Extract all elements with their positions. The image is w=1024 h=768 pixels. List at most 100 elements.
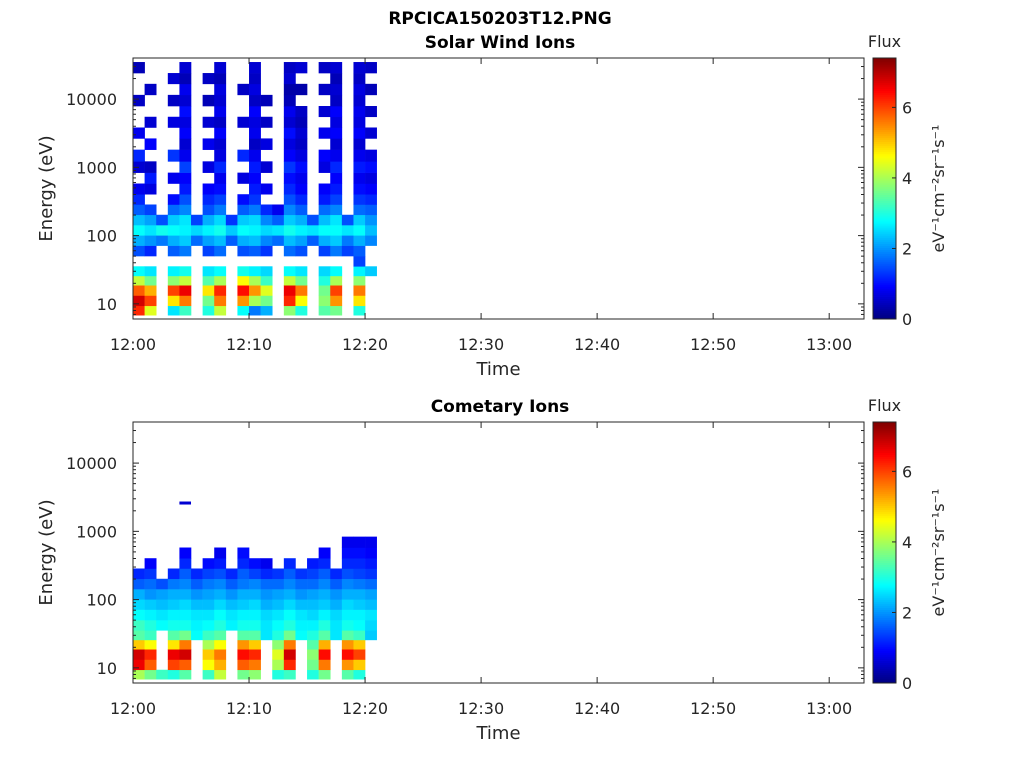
x-tick-label: 12:20 (342, 335, 388, 354)
spectrogram-cell (214, 599, 227, 610)
spectrogram-cell (283, 266, 296, 277)
spectrogram-cell (214, 266, 227, 277)
spectrogram-cell (167, 149, 180, 162)
spectrogram-cell (214, 225, 227, 236)
colorbar-swatch (873, 442, 896, 445)
spectrogram-cell (167, 225, 180, 236)
spectrogram-cell (353, 106, 366, 118)
spectrogram-cell (330, 73, 343, 85)
spectrogram-cell (341, 669, 354, 680)
colorbar-swatch (873, 208, 896, 212)
colorbar-swatch (873, 229, 896, 232)
spectrogram-cell (179, 149, 192, 162)
spectrogram-cell (144, 285, 157, 296)
spectrogram-cell (318, 630, 331, 641)
colorbar-swatch (873, 298, 896, 302)
spectrogram-cell (249, 94, 261, 107)
spectrogram (133, 62, 377, 316)
colorbar-swatch (873, 202, 896, 206)
colorbar-swatch (873, 302, 896, 306)
colorbar-frame (872, 421, 897, 684)
spectrogram-cell (167, 73, 180, 85)
spectrogram-cell (318, 225, 331, 236)
colorbar-swatch (873, 530, 896, 533)
spectrogram-cell (237, 630, 250, 641)
spectrogram-cell (214, 669, 227, 680)
spectrogram-cell (214, 305, 227, 316)
spectrogram-cell (283, 73, 296, 85)
spectrogram-cell (295, 204, 308, 216)
spectrogram-cell (341, 558, 354, 569)
spectrogram-cell (283, 568, 296, 580)
spectrogram-cell (330, 235, 343, 246)
spectrogram-cell (353, 214, 366, 226)
spectrogram-cell (341, 639, 354, 650)
spectrogram-cell (179, 501, 192, 505)
x-tick-label: 12:40 (574, 335, 620, 354)
spectrogram-cell (318, 245, 331, 257)
colorbar-swatch (873, 674, 896, 678)
colorbar-swatch (873, 186, 896, 189)
colorbar-swatch (873, 656, 896, 659)
spectrogram-cell (214, 161, 227, 173)
spectrogram-cell (365, 106, 377, 118)
spectrogram-cell (318, 275, 331, 286)
spectrogram-cell (133, 214, 145, 226)
spectrogram-cell (191, 225, 203, 236)
y-tick-label: 10 (97, 295, 117, 314)
colorbar-swatch (873, 546, 896, 549)
spectrogram-cell (353, 536, 366, 548)
colorbar-swatch (873, 149, 896, 153)
colorbar-swatch (873, 180, 896, 183)
colorbar-swatch (873, 617, 896, 621)
spectrogram-cell (202, 669, 215, 680)
colorbar-swatch (873, 161, 896, 165)
spectrogram-cell (295, 245, 308, 257)
spectrogram-cell (191, 609, 203, 621)
spectrogram-cell (202, 630, 215, 641)
spectrogram-cell (179, 285, 192, 296)
spectrogram-cell (144, 659, 157, 671)
colorbar-swatch (873, 550, 896, 553)
colorbar-swatch (873, 664, 896, 668)
spectrogram-cell (237, 547, 250, 559)
spectrogram-cell (191, 568, 203, 580)
spectrogram-cell (272, 204, 285, 216)
spectrogram-cell (214, 285, 227, 296)
spectrogram-cell (272, 609, 285, 621)
colorbar-swatch (873, 66, 896, 69)
spectrogram-cell (144, 568, 157, 580)
spectrogram-cell (307, 225, 319, 236)
colorbar-tick-label: 6 (902, 98, 912, 117)
spectrogram-cell (144, 183, 157, 195)
spectrogram-cell (144, 599, 157, 610)
spectrogram-cell (179, 578, 192, 590)
colorbar-swatch (873, 422, 896, 425)
spectrogram-cell (272, 568, 285, 580)
y-tick-label: 100 (86, 591, 117, 610)
colorbar-swatch (873, 670, 896, 674)
colorbar-swatch (873, 190, 896, 193)
spectrogram-cell (202, 214, 215, 226)
spectrogram-cell (307, 578, 319, 590)
spectrogram-cell (249, 599, 261, 610)
colorbar-swatch (873, 548, 896, 551)
spectrogram-cell (144, 116, 157, 128)
spectrogram-cell (133, 127, 145, 139)
spectrogram-cell (295, 62, 308, 74)
colorbar-swatch (873, 278, 896, 281)
spectrogram-cell (156, 599, 169, 610)
spectrogram-cell (283, 62, 296, 74)
spectrogram-cell (133, 62, 145, 74)
spectrogram-cell (283, 630, 296, 641)
colorbar-swatch (873, 446, 896, 449)
x-tick-label: 13:00 (806, 699, 852, 718)
spectrogram-cell (225, 589, 238, 600)
spectrogram-cell (318, 194, 331, 205)
spectrogram-cell (272, 589, 285, 600)
x-tick-label: 12:10 (226, 335, 272, 354)
spectrogram-cell (202, 204, 215, 216)
colorbar-swatch (873, 215, 896, 218)
spectrogram-cell (144, 578, 157, 590)
spectrogram-cell (318, 649, 331, 660)
